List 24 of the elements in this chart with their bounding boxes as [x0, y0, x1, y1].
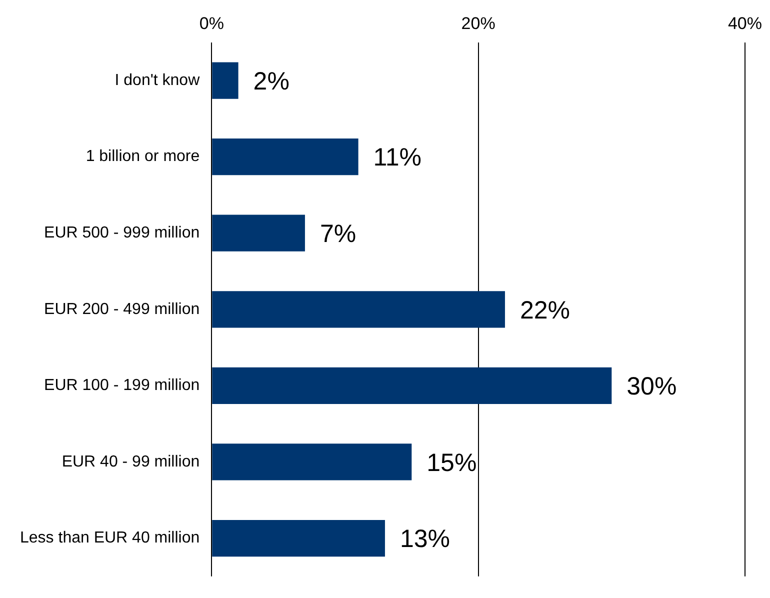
y-tick-label: EUR 100 - 199 million: [44, 377, 200, 394]
y-tick-label: I don't know: [114, 72, 200, 89]
data-label: 2%: [253, 67, 290, 96]
data-label: 13%: [400, 525, 450, 554]
data-label: 15%: [426, 448, 477, 477]
data-label: 11%: [373, 144, 422, 172]
x-tick-label: 40%: [728, 14, 762, 33]
bar: [212, 214, 305, 252]
y-tick-label: EUR 500 - 999 million: [44, 224, 200, 242]
x-tick-label: 20%: [461, 14, 496, 33]
bar: [212, 444, 412, 480]
bar: [212, 367, 612, 404]
y-tick-label: EUR 200 - 499 million: [44, 300, 200, 318]
x-tick-label: 0%: [199, 14, 224, 33]
bar: [212, 62, 238, 99]
bar: [212, 138, 358, 176]
data-label: 7%: [320, 220, 356, 248]
y-tick-label: EUR 40 - 99 million: [62, 453, 200, 470]
y-tick-label: Less than EUR 40 million: [20, 530, 200, 547]
bar: [212, 291, 505, 328]
data-label: 30%: [626, 372, 677, 401]
data-label: 22%: [520, 296, 570, 324]
bar: [212, 520, 385, 557]
y-tick-label: 1 billion or more: [86, 148, 200, 166]
